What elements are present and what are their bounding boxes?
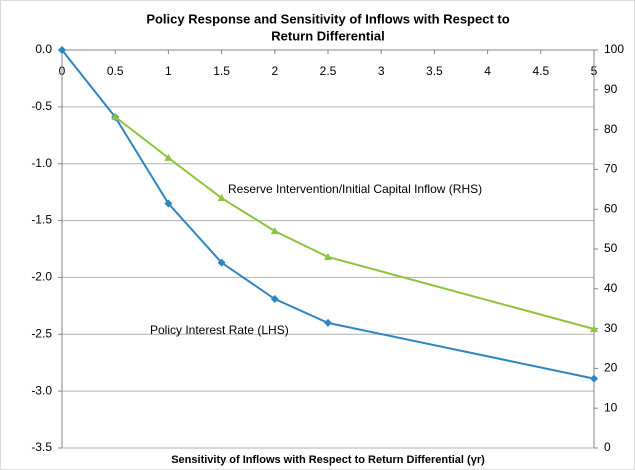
chart-title: Return Differential [271, 28, 384, 43]
y2-tick-label: 50 [604, 241, 618, 255]
data-point [164, 199, 173, 208]
y-tick-label: -2.0 [31, 270, 52, 284]
y2-tick-label: 90 [604, 82, 618, 96]
y2-tick-label: 0 [604, 440, 611, 454]
data-point [164, 153, 173, 161]
x-tick-label: 0.5 [107, 64, 124, 78]
data-point [590, 374, 598, 383]
y2-tick-label: 30 [604, 321, 618, 335]
x-axis-label: Sensitivity of Inflows with Respect to R… [171, 454, 485, 466]
x-tick-label: 1.5 [213, 64, 230, 78]
y2-tick-label: 70 [604, 162, 618, 176]
data-point [58, 46, 66, 54]
series-annotation: Reserve Intervention/Initial Capital Inf… [228, 182, 482, 196]
data-point [217, 258, 226, 267]
y-tick-label: -2.5 [31, 326, 52, 340]
x-tick-label: 2.5 [320, 64, 337, 78]
series-line [114, 116, 595, 330]
series-annotation: Policy Interest Rate (LHS) [150, 323, 289, 337]
y-tick-label: -1.5 [31, 213, 52, 227]
x-tick-label: 3.5 [426, 64, 443, 78]
x-tick-label: 3 [378, 64, 385, 78]
y2-tick-label: 60 [604, 201, 618, 215]
x-tick-label: 2 [271, 64, 278, 78]
chart-title: Policy Response and Sensitivity of Inflo… [146, 11, 509, 26]
data-point [270, 227, 279, 235]
y-tick-label: -3.0 [31, 383, 52, 397]
data-point [324, 318, 332, 327]
y2-tick-label: 20 [604, 361, 618, 375]
y-tick-label: -1.0 [31, 156, 52, 170]
y-tick-label: -3.5 [31, 440, 52, 454]
x-tick-label: 4.5 [532, 64, 549, 78]
data-point [270, 295, 279, 304]
x-tick-label: 4 [484, 64, 491, 78]
data-point [217, 194, 226, 202]
data-point [111, 112, 120, 120]
y2-tick-label: 80 [604, 122, 618, 136]
y2-tick-label: 40 [604, 281, 618, 295]
y-tick-label: 0.0 [35, 42, 52, 56]
x-tick-label: 1 [165, 64, 172, 78]
y-tick-label: -0.5 [31, 99, 52, 113]
y2-tick-label: 100 [604, 42, 624, 56]
data-point [590, 324, 598, 332]
y2-tick-label: 10 [604, 400, 618, 414]
data-point [324, 252, 332, 260]
